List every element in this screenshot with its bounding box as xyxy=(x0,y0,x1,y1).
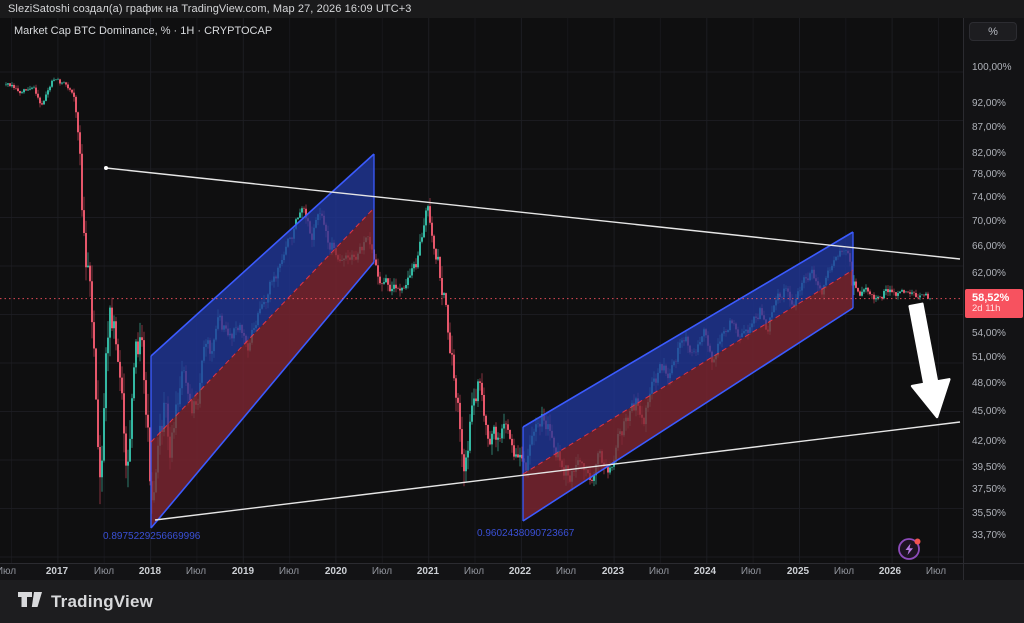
tradingview-logo-text: TradingView xyxy=(51,591,154,611)
percent-unit-button[interactable]: % xyxy=(969,22,1017,41)
down-arrow-drawing[interactable] xyxy=(908,302,951,419)
time-axis-separator xyxy=(0,563,1024,564)
price-tick: 39,50% xyxy=(972,462,1006,473)
time-tick-year: 2020 xyxy=(324,566,348,577)
price-tick: 45,00% xyxy=(972,406,1006,417)
time-axis[interactable]: Июл 2017 Июл 2018 Июл 2019 Июл 2020 Июл 2021 Июл 20… xyxy=(0,563,963,580)
attribution-bar: SleziSatoshi создал(а) график на Trading… xyxy=(0,0,1024,18)
time-tick-month: Июл xyxy=(463,566,485,577)
time-tick-year: 2017 xyxy=(45,566,69,577)
symbol-title: Market Cap BTC Dominance, % · 1H · CRYPT… xyxy=(14,25,273,37)
footer-bar: TradingView xyxy=(0,580,1024,623)
time-tick-month: Июл xyxy=(648,566,670,577)
price-tick: 42,00% xyxy=(972,436,1006,447)
time-tick-month: Июл xyxy=(740,566,762,577)
time-tick-year: 2026 xyxy=(878,566,902,577)
time-tick-year: 2021 xyxy=(416,566,440,577)
price-tick: 87,00% xyxy=(972,122,1006,133)
attribution-text: SleziSatoshi создал(а) график на Trading… xyxy=(8,3,412,15)
price-tick: 66,00% xyxy=(972,241,1006,252)
time-tick-month: Июл xyxy=(925,566,947,577)
trendline-lower[interactable] xyxy=(154,421,961,521)
last-price-badge: 58,52% 2d 11h xyxy=(965,289,1023,318)
price-tick: 70,00% xyxy=(972,216,1006,227)
time-tick-year: 2024 xyxy=(693,566,717,577)
price-tick: 78,00% xyxy=(972,169,1006,180)
time-tick-month: Июл xyxy=(371,566,393,577)
tradingview-logo-icon xyxy=(18,592,42,607)
time-tick-month: Июл xyxy=(185,566,207,577)
tradingview-logo[interactable]: TradingView xyxy=(18,592,153,612)
plot-svg xyxy=(0,0,963,563)
time-tick-year: 2018 xyxy=(138,566,162,577)
time-tick-month: Июл xyxy=(555,566,577,577)
price-tick: 92,00% xyxy=(972,98,1006,109)
time-tick-month: Июл xyxy=(0,566,17,577)
lightning-icon xyxy=(898,538,921,560)
time-tick-year: 2023 xyxy=(601,566,625,577)
price-tick: 48,00% xyxy=(972,378,1006,389)
boost-button[interactable] xyxy=(896,534,924,562)
time-tick-month: Июл xyxy=(93,566,115,577)
chart-canvas[interactable] xyxy=(0,0,963,563)
price-tick: 54,00% xyxy=(972,328,1006,339)
channel-2-label: 0.9602438090723667 xyxy=(477,528,575,539)
price-axis[interactable]: % 58,52% 2d 11h 100,00% 92,00% 87,00% 82,00… xyxy=(963,0,1024,580)
price-tick: 74,00% xyxy=(972,192,1006,203)
time-tick-year: 2019 xyxy=(231,566,255,577)
channel-1-label: 0.8975229256669996 xyxy=(103,531,201,542)
time-tick-year: 2025 xyxy=(786,566,810,577)
time-tick-month: Июл xyxy=(833,566,855,577)
trendline-upper[interactable] xyxy=(104,166,961,260)
time-tick-month: Июл xyxy=(278,566,300,577)
price-tick: 100,00% xyxy=(972,62,1012,73)
price-tick: 37,50% xyxy=(972,484,1006,495)
time-tick-year: 2022 xyxy=(508,566,532,577)
price-tick: 35,50% xyxy=(972,508,1006,519)
channel-1-drawing[interactable] xyxy=(150,153,375,529)
price-tick: 33,70% xyxy=(972,530,1006,541)
last-price-value: 58,52% xyxy=(972,292,1010,305)
channel-2-drawing[interactable] xyxy=(522,231,854,522)
price-tick: 82,00% xyxy=(972,148,1006,159)
price-tick: 62,00% xyxy=(972,268,1006,279)
bar-countdown: 2d 11h xyxy=(972,303,1001,315)
price-tick: 51,00% xyxy=(972,352,1006,363)
